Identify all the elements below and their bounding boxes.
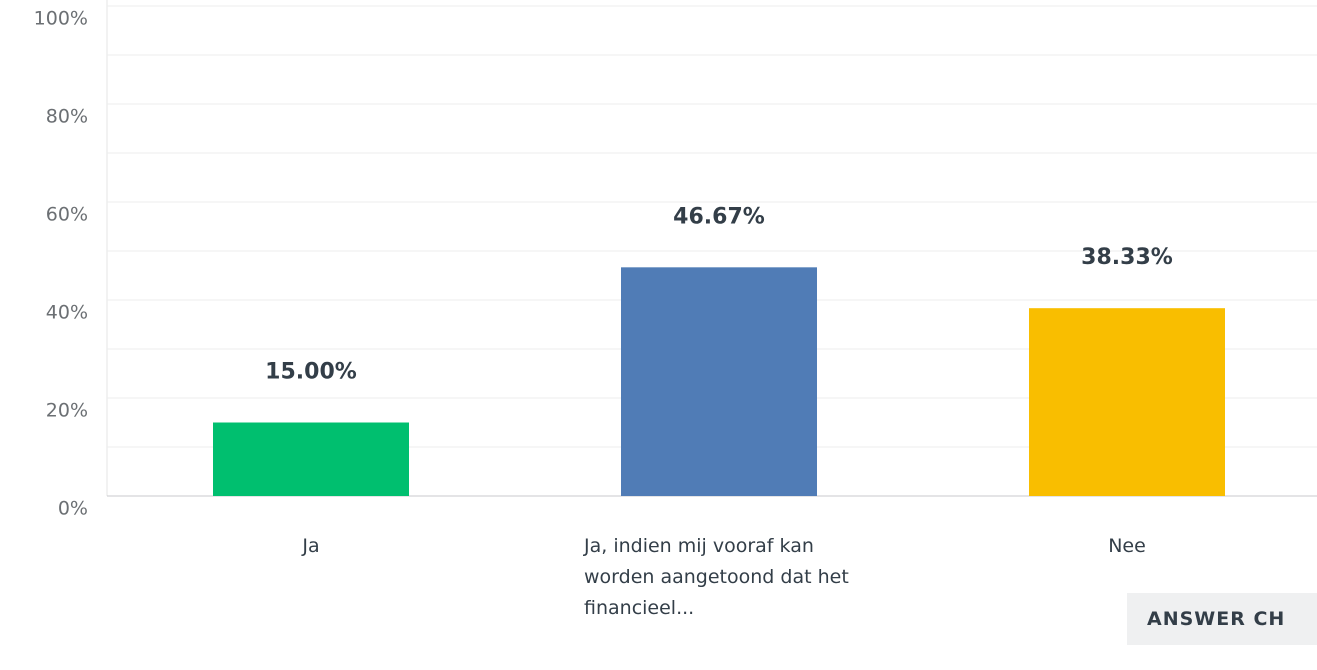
y-tick-label: 60% [46, 204, 88, 226]
value-label: 15.00% [265, 360, 357, 385]
x-tick-label: Ja, indien mij vooraf kan worden aangeto… [584, 531, 854, 624]
bar [213, 422, 409, 496]
x-tick-text: Nee [1108, 535, 1146, 557]
value-label: 46.67% [673, 204, 765, 229]
y-tick-label: 20% [46, 400, 88, 422]
y-tick-label: 40% [46, 302, 88, 324]
x-tick-text: Ja [302, 535, 320, 557]
y-tick-label: 0% [58, 498, 88, 520]
value-label: 38.33% [1081, 245, 1173, 270]
y-tick-label: 100% [34, 8, 88, 30]
bar [1029, 308, 1225, 496]
y-tick-label: 80% [46, 106, 88, 128]
x-tick-label: Nee [992, 531, 1262, 562]
x-tick-text: Ja, indien mij vooraf kan worden aangeto… [584, 535, 849, 619]
bar [621, 267, 817, 496]
answer-choices-button[interactable]: ANSWER CH [1127, 593, 1317, 645]
x-tick-label: Ja [176, 531, 446, 562]
